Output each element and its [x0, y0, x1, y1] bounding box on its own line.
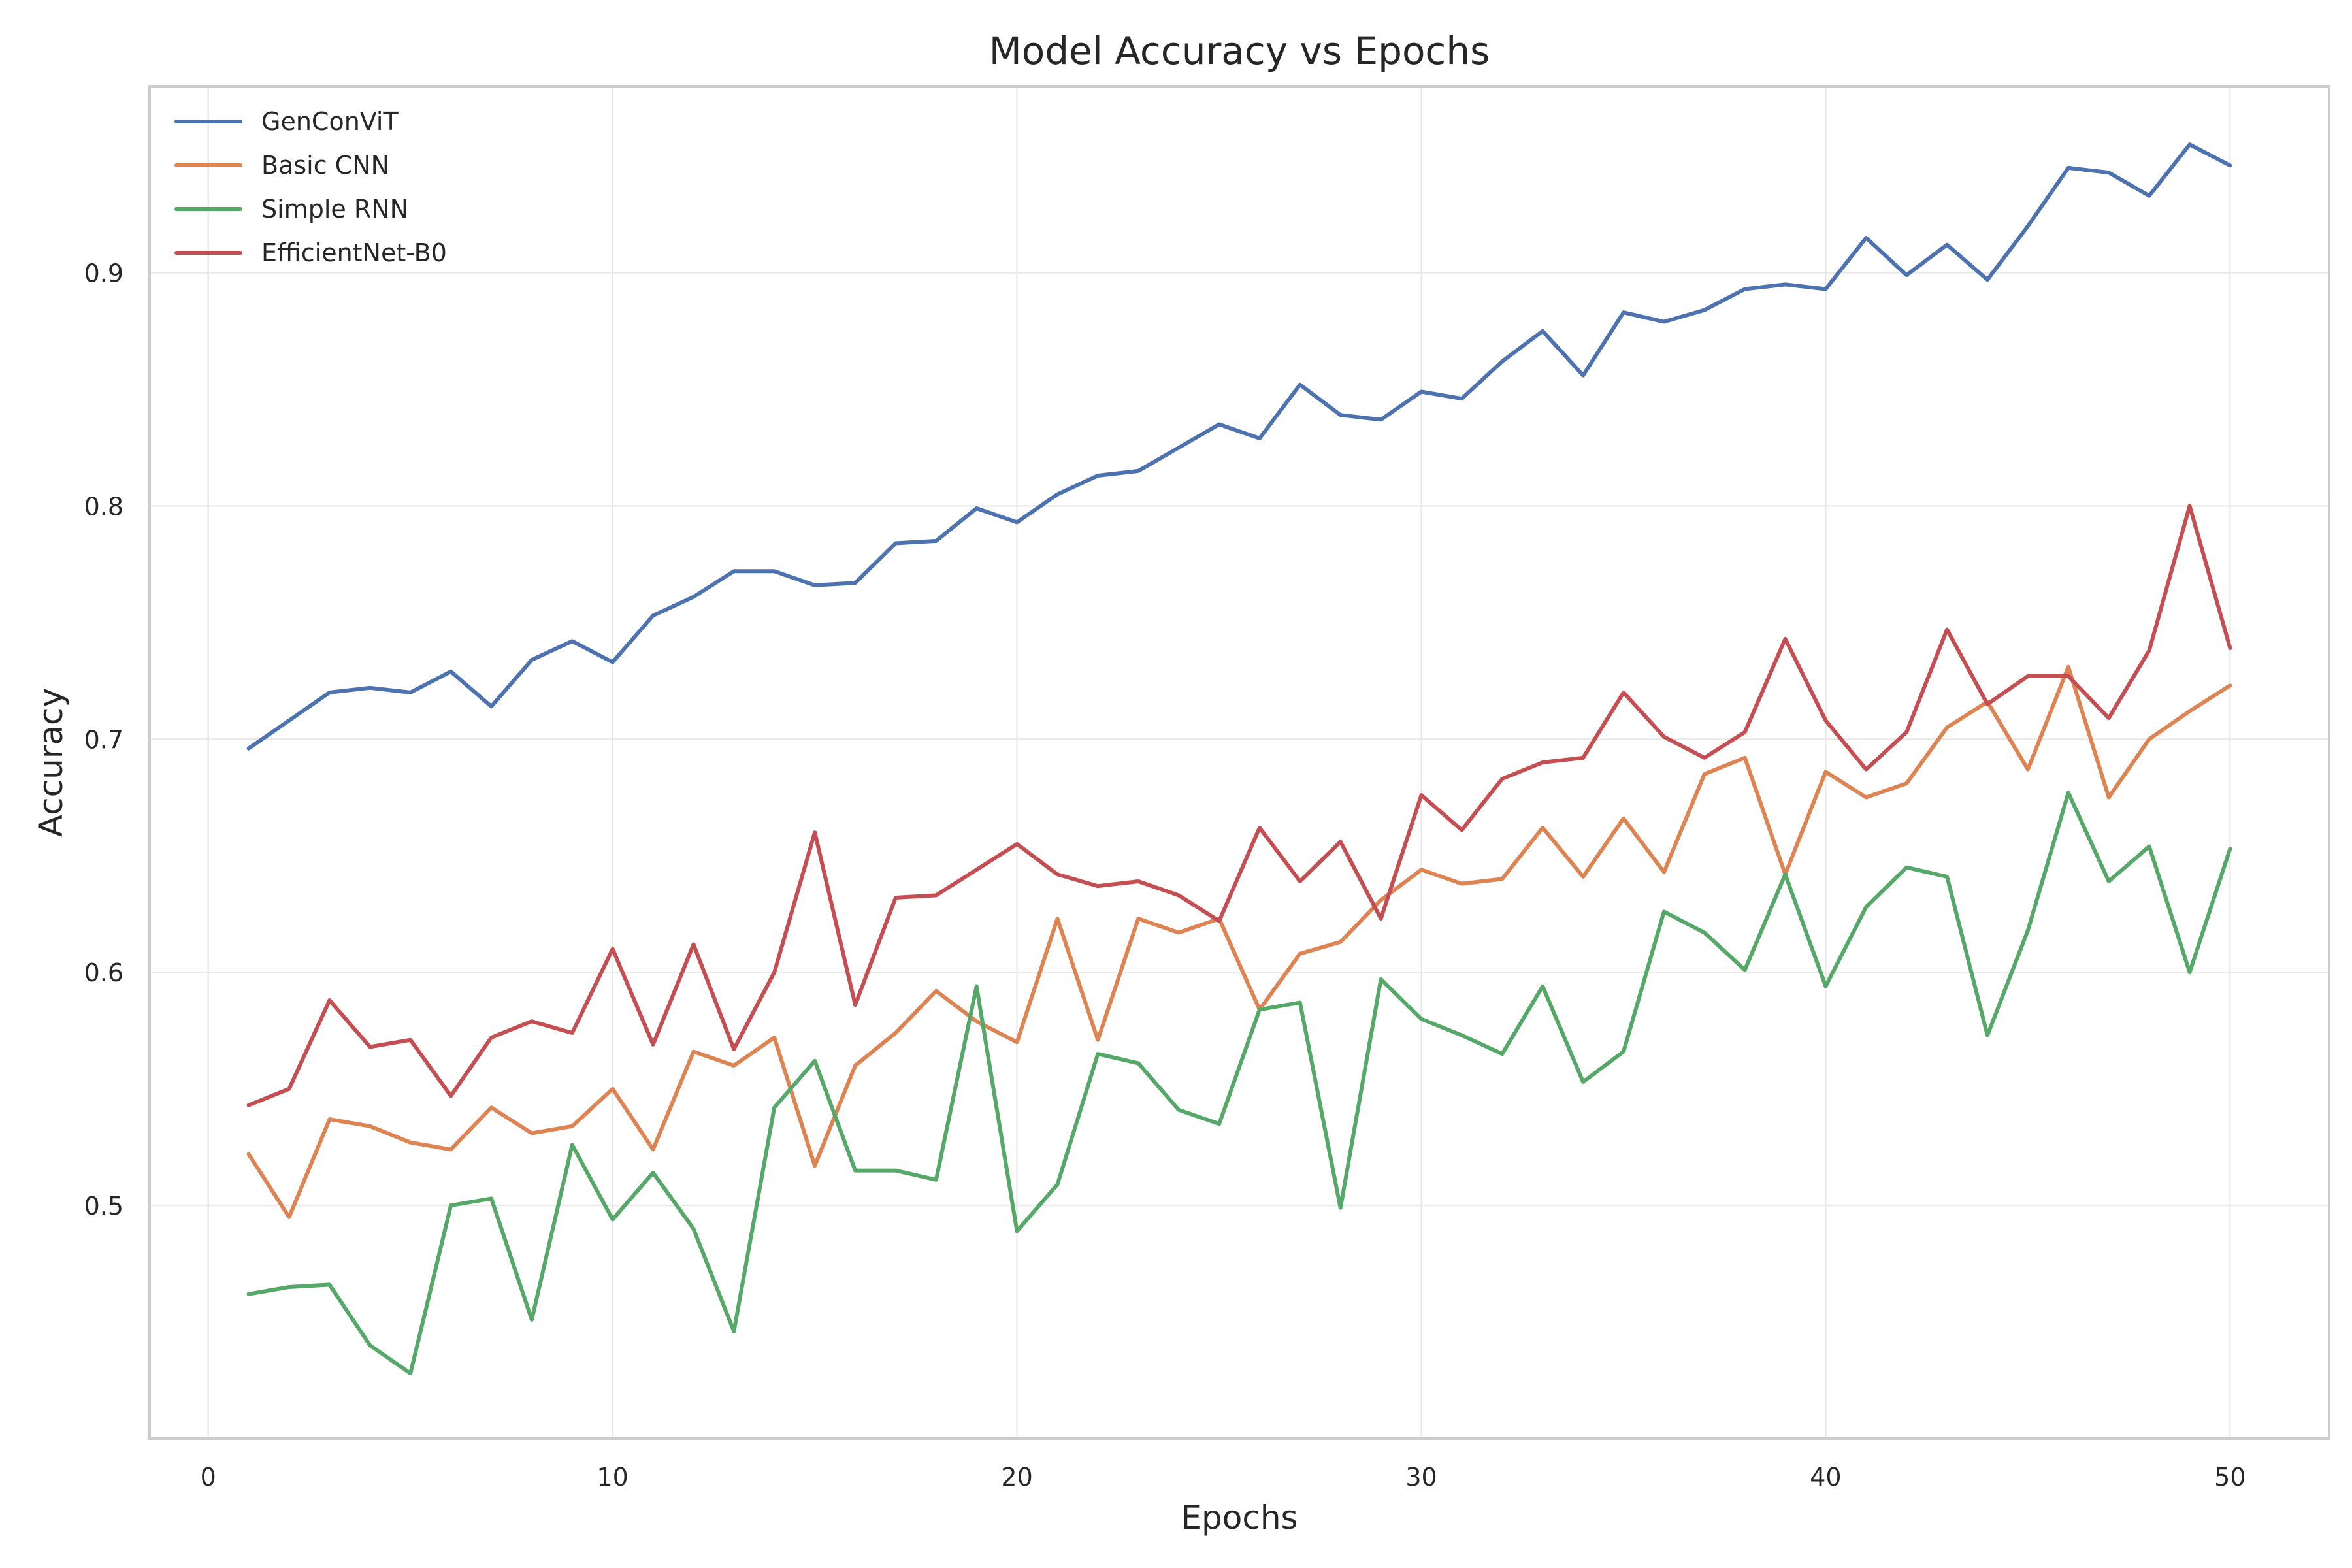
- x-tick-label: 50: [2214, 1463, 2246, 1492]
- series-line-basic-cnn: [246, 664, 2232, 1219]
- series-line-efficientnet-b0: [246, 504, 2232, 1107]
- x-tick-label: 40: [1810, 1463, 1841, 1492]
- x-axis-label: Epochs: [1181, 1499, 1298, 1537]
- grid-lines: [150, 86, 2329, 1439]
- y-tick-label: 0.5: [84, 1192, 123, 1220]
- y-tick-label: 0.6: [84, 958, 123, 987]
- legend-label-basic-cnn: Basic CNN: [261, 151, 389, 180]
- y-tick-label: 0.9: [84, 259, 123, 288]
- series-lines: [246, 142, 2232, 1376]
- series-line-genconvit: [246, 142, 2232, 751]
- x-tick-label: 10: [596, 1463, 628, 1492]
- legend-label-genconvit: GenConViT: [261, 107, 399, 136]
- x-tick-label: 0: [201, 1463, 216, 1492]
- x-tick-labels: 0 10 20 30 40 50: [201, 1463, 2246, 1492]
- x-tick-label: 20: [1001, 1463, 1032, 1492]
- legend: GenConViT Basic CNN Simple RNN EfficientNet…: [174, 107, 447, 267]
- y-tick-label: 0.8: [84, 492, 123, 521]
- y-axis-label: Accuracy: [32, 688, 70, 837]
- x-tick-label: 30: [1405, 1463, 1437, 1492]
- chart-title: Model Accuracy vs Epochs: [989, 29, 1490, 73]
- plot-frame: [148, 85, 2330, 1440]
- series-line-simple-rnn: [246, 791, 2232, 1376]
- y-tick-label: 0.7: [84, 725, 123, 754]
- legend-label-efficientnet-b0: EfficientNet-B0: [261, 238, 447, 267]
- y-tick-labels: 0.5 0.6 0.7 0.8 0.9: [84, 259, 123, 1221]
- legend-label-simple-rnn: Simple RNN: [261, 195, 408, 223]
